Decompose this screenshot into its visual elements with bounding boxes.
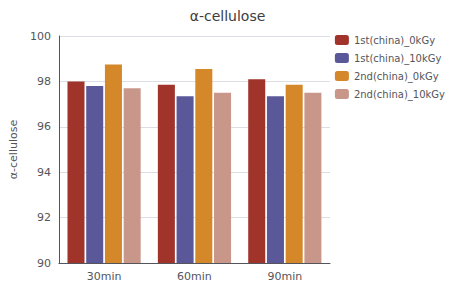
- svg-text:30min: 30min: [87, 270, 122, 283]
- svg-text:1st(china)_0kGy: 1st(china)_0kGy: [354, 35, 435, 47]
- svg-text:2nd(china)_10kGy: 2nd(china)_10kGy: [354, 89, 445, 101]
- svg-text:92: 92: [37, 211, 51, 224]
- svg-text:90: 90: [37, 257, 51, 270]
- svg-text:1st(china)_10kGy: 1st(china)_10kGy: [354, 53, 442, 65]
- svg-text:60min: 60min: [177, 270, 212, 283]
- svg-text:2nd(china)_0kGy: 2nd(china)_0kGy: [354, 71, 439, 83]
- svg-text:98: 98: [37, 75, 51, 88]
- svg-text:α-cellulose: α-cellulose: [190, 8, 266, 24]
- svg-text:96: 96: [37, 120, 51, 133]
- svg-text:94: 94: [37, 166, 51, 179]
- svg-text:100: 100: [30, 30, 51, 43]
- svg-text:90min: 90min: [267, 270, 302, 283]
- svg-text:α-cellulose: α-cellulose: [7, 120, 20, 180]
